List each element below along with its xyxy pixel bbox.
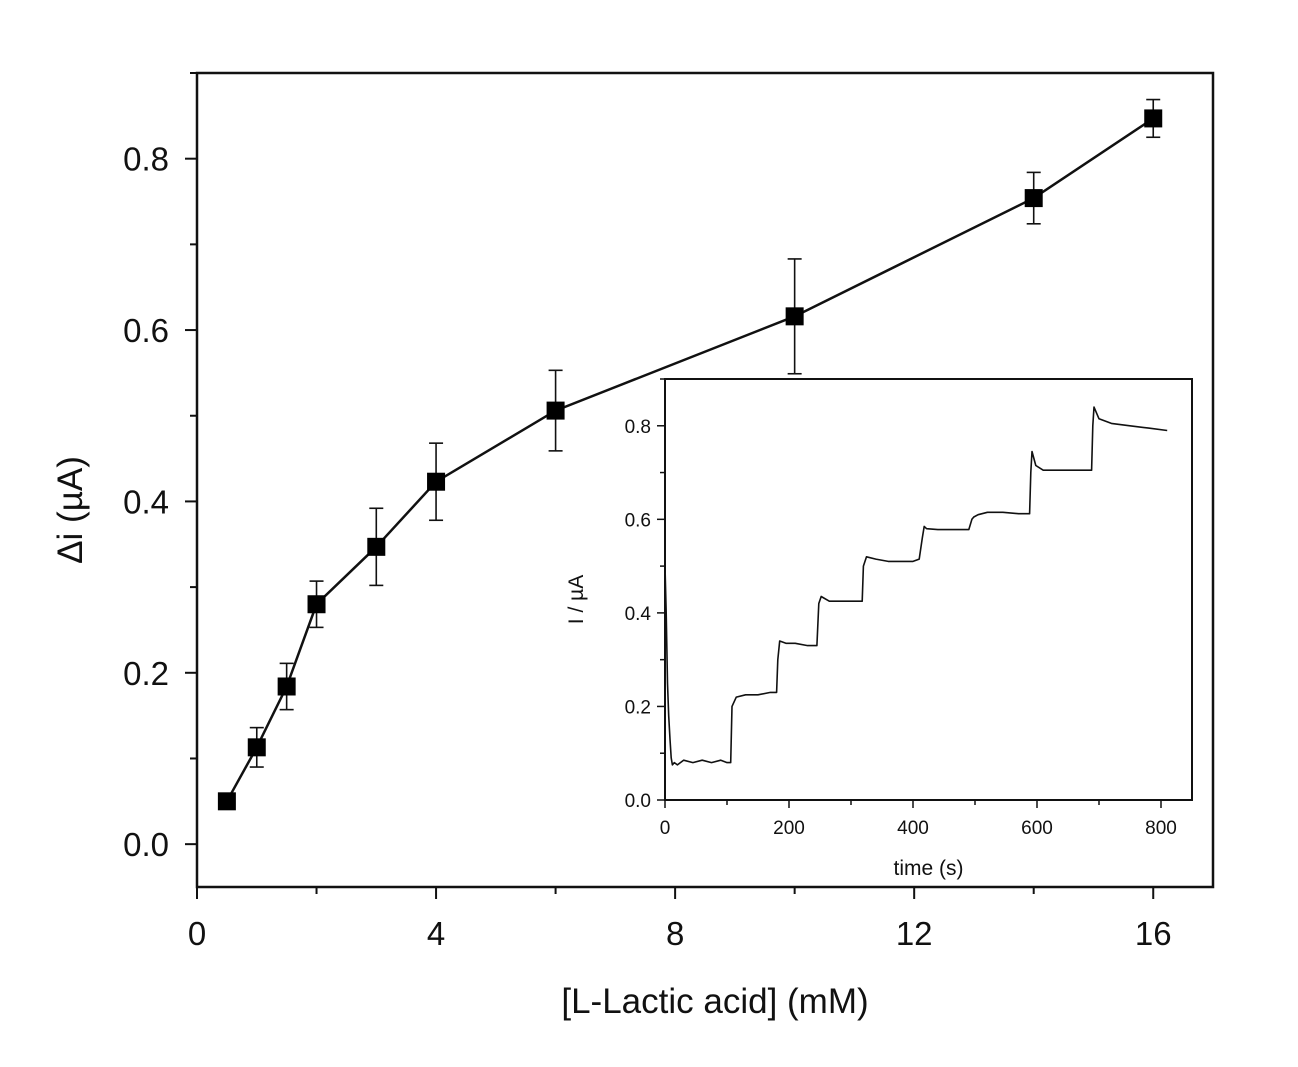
data-point-marker [277,677,296,696]
inset-y-tick-label: 0.0 [625,791,651,812]
main-plot: 0 4 8 12 16 0.0 0.2 0.4 0.6 0.8 [L-Lactic acid] (m… [51,71,1215,1021]
data-point-marker [217,792,236,811]
main-x-tick-label: 16 [1135,915,1172,952]
inset-y-tick-label: 0.6 [625,510,651,531]
inset-x-tick-label: 600 [1021,818,1053,839]
data-point-marker [247,738,266,757]
main-y-tick-label: 0.4 [123,483,169,520]
inset-x-tick-label: 0 [660,818,671,839]
main-y-tick-label: 0.8 [123,141,169,178]
data-point-marker [1144,109,1163,128]
inset-y-tick-label: 0.2 [625,697,651,718]
main-y-tick-label: 0.6 [123,312,169,349]
main-y-tick-label: 0.0 [123,826,169,863]
inset-y-tick-label: 0.8 [625,417,651,438]
inset-x-tick-label: 400 [897,818,929,839]
data-point-marker [427,472,446,491]
inset-x-axis-label: time (s) [894,857,964,880]
data-point-marker [785,307,804,326]
main-x-tick-label: 4 [427,915,445,952]
main-y-tick-label: 0.2 [123,655,169,692]
main-x-tick-label: 0 [188,915,206,952]
inset-y-axis-label: I / µA [565,575,588,624]
inset-plot-frame [664,378,1193,801]
main-x-tick-label: 8 [666,915,684,952]
inset-plot: 0 200 400 600 800 0.0 0.2 0.4 0.6 0.8 time (s) I / … [565,378,1193,880]
inset-series-line [664,406,1168,766]
main-y-axis-label: Δi (µA) [51,456,90,564]
inset-x-tick-label: 200 [773,818,805,839]
main-plot-frame [195,71,1215,889]
inset-x-tick-label: 800 [1145,818,1177,839]
main-x-axis-label: [L-Lactic acid] (mM) [561,982,868,1021]
main-x-tick-label: 12 [896,915,933,952]
data-point-marker [546,401,565,420]
data-point-marker [307,595,326,614]
inset-y-tick-label: 0.4 [625,604,652,625]
data-point-marker [1024,189,1043,208]
main-series-line [225,117,1154,802]
data-point-marker [367,537,386,556]
